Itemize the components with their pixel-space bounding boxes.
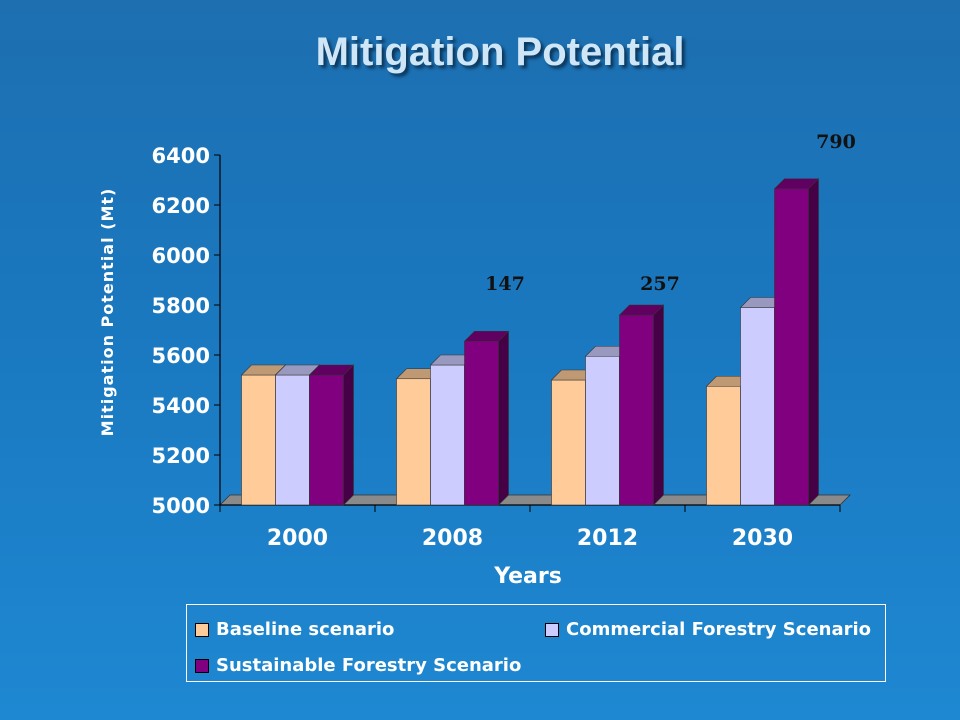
bar-commercial-2030-front — [740, 307, 775, 506]
x-axis-title: Years — [493, 564, 562, 589]
bar-baseline-2030-front — [706, 385, 741, 506]
legend-label-commercial: Commercial Forestry Scenario — [566, 619, 872, 640]
y-tick-label: 5200 — [152, 444, 210, 468]
y-tick-label: 6000 — [152, 244, 210, 268]
bar-sustainable-2008-side — [498, 330, 509, 506]
bar-sustainable-2000-front — [309, 374, 344, 506]
bar-baseline-2008-front — [396, 378, 431, 506]
legend-item-sustainable: Sustainable Forestry Scenario — [195, 655, 521, 676]
bar-sustainable-2012-side — [653, 304, 664, 506]
bar-baseline-2000-front — [241, 374, 276, 506]
y-tick-label: 6400 — [152, 144, 210, 168]
legend-swatch-sustainable — [195, 658, 209, 673]
bar-sustainable-2008-front — [464, 340, 499, 506]
annotation-2008: 147 — [485, 273, 525, 295]
chart-legend: Baseline scenario Commercial Forestry Sc… — [186, 604, 886, 682]
legend-item-commercial: Commercial Forestry Scenario — [545, 619, 871, 640]
x-category-label: 2000 — [267, 526, 328, 551]
slide-title: Mitigation Potential — [315, 30, 685, 74]
y-tick-label: 5000 — [152, 494, 210, 518]
bar-commercial-2000-front — [275, 374, 310, 506]
y-axis-title: Mitigation Potential (Mt) — [98, 188, 117, 437]
x-category-label: 2012 — [577, 526, 638, 551]
chart-bars — [240, 178, 820, 506]
legend-item-baseline: Baseline scenario — [195, 619, 394, 640]
bar-sustainable-2030-side — [808, 178, 819, 506]
y-tick-label: 5800 — [152, 294, 210, 318]
bar-sustainable-2030-front — [774, 188, 809, 506]
chart-labels: 5000 5200 5400 5600 5800 6000 6200 6400 2000 2008… — [152, 131, 856, 551]
legend-swatch-commercial — [545, 622, 559, 637]
y-tick-label: 5600 — [152, 344, 210, 368]
y-tick-label: 5400 — [152, 394, 210, 418]
bar-baseline-2012-front — [551, 379, 586, 506]
legend-swatch-baseline — [195, 622, 209, 637]
x-category-label: 2008 — [422, 526, 483, 551]
legend-label-sustainable: Sustainable Forestry Scenario — [216, 655, 522, 676]
bar-sustainable-2012-front — [619, 314, 654, 506]
bar-commercial-2012-front — [585, 355, 620, 506]
bar-sustainable-2000-side — [343, 364, 354, 506]
legend-label-baseline: Baseline scenario — [216, 619, 395, 640]
bar-commercial-2008-front — [430, 364, 465, 506]
annotation-2012: 257 — [640, 273, 680, 295]
annotation-2030: 790 — [816, 131, 856, 153]
y-tick-label: 6200 — [152, 194, 210, 218]
x-category-label: 2030 — [732, 526, 793, 551]
